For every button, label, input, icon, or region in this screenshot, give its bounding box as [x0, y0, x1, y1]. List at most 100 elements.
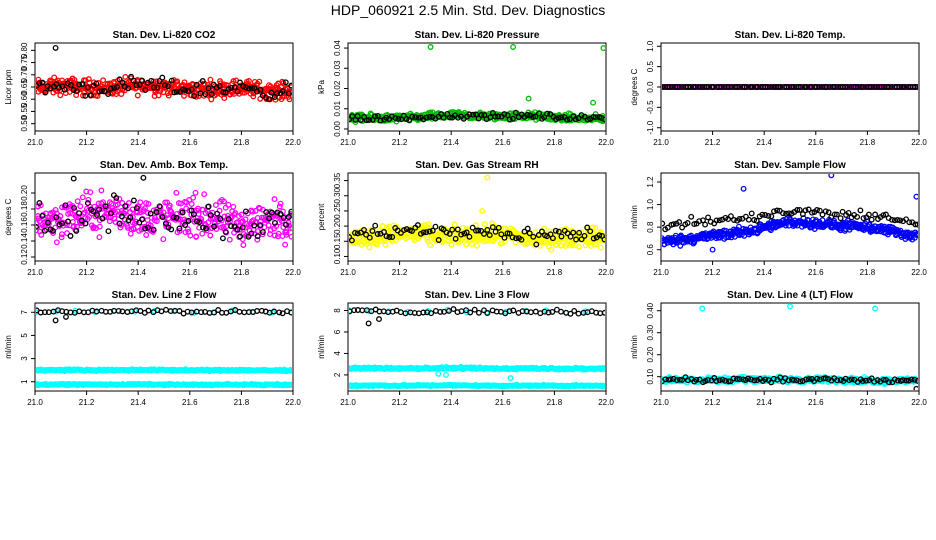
data-point	[903, 216, 910, 223]
data-point	[848, 376, 855, 383]
data-point	[150, 226, 157, 233]
points-line2	[36, 306, 292, 389]
data-point	[90, 92, 97, 99]
x-tick-label: 21.0	[27, 138, 43, 147]
data-point	[156, 203, 163, 210]
x-tick-label: 21.2	[705, 268, 721, 277]
data-point	[168, 226, 175, 233]
data-point	[192, 189, 199, 196]
data-point	[351, 307, 358, 314]
y-tick-label: 0.35	[333, 172, 342, 188]
x-tick-label: 22.0	[285, 398, 301, 407]
data-point	[53, 239, 60, 246]
data-point	[844, 84, 851, 90]
data-point	[70, 175, 77, 182]
data-point	[894, 216, 901, 223]
data-point	[535, 232, 542, 238]
data-point	[71, 366, 78, 373]
data-point	[90, 208, 97, 215]
data-point	[74, 198, 81, 205]
data-point	[231, 84, 238, 91]
chart-title: Stan. Dev. Li-820 Pressure	[415, 30, 540, 41]
data-point	[56, 84, 62, 91]
data-point	[498, 231, 505, 238]
data-point	[108, 210, 114, 217]
data-point	[225, 201, 232, 208]
data-point	[283, 231, 290, 238]
data-point	[590, 235, 597, 242]
data-point	[145, 200, 152, 207]
data-point	[427, 44, 434, 50]
data-point	[823, 84, 830, 90]
data-point	[882, 211, 889, 218]
y-axis-label: ml/min	[630, 205, 639, 229]
data-point	[154, 84, 161, 91]
data-point	[825, 209, 832, 216]
data-point	[141, 205, 148, 212]
points-licortemp	[662, 84, 918, 90]
data-point	[200, 224, 206, 231]
data-point	[203, 225, 209, 232]
data-point	[147, 210, 154, 217]
chart-boxtemp: Stan. Dev. Amb. Box Temp.degrees C21.0 21…	[4, 160, 301, 277]
data-point	[730, 375, 737, 382]
data-point	[450, 306, 457, 313]
data-point	[111, 84, 118, 91]
data-point	[725, 378, 732, 385]
data-point	[899, 377, 906, 384]
data-point	[150, 84, 157, 91]
data-point	[96, 234, 103, 241]
y-tick-label: 0.20	[20, 185, 29, 201]
data-point	[831, 84, 838, 90]
data-point	[443, 371, 449, 378]
data-point	[76, 210, 83, 217]
x-tick-label: 21.6	[495, 138, 511, 147]
data-point	[93, 80, 100, 87]
y-tick-label: 0.03	[333, 60, 342, 76]
data-point	[590, 113, 597, 120]
y-tick-label: 0.70	[20, 66, 29, 82]
y-tick-label: 1	[20, 379, 29, 384]
data-point	[463, 241, 470, 248]
x-tick-label: 22.0	[911, 398, 927, 407]
data-point	[406, 117, 413, 123]
data-point	[196, 219, 203, 226]
data-point	[794, 207, 801, 213]
data-point	[426, 228, 433, 235]
data-point	[880, 212, 887, 219]
data-point	[573, 236, 580, 243]
data-point	[474, 242, 480, 249]
chart-licortemp: Stan. Dev. Li-820 Temp.degrees C21.0 21.2…	[630, 30, 927, 147]
data-point	[597, 244, 604, 251]
data-point	[713, 217, 720, 224]
data-point	[435, 237, 442, 243]
data-point	[118, 213, 125, 220]
data-point	[727, 213, 734, 220]
data-point	[263, 209, 270, 216]
data-point	[217, 215, 224, 222]
data-point	[704, 377, 711, 383]
data-point	[173, 88, 180, 95]
data-point	[751, 217, 758, 223]
data-point	[695, 84, 702, 90]
x-tick-label: 22.0	[911, 138, 927, 147]
data-point	[38, 231, 45, 238]
data-point	[664, 224, 671, 231]
data-point	[423, 229, 430, 236]
data-point	[452, 235, 459, 242]
data-point	[71, 207, 78, 214]
data-point	[495, 113, 501, 120]
data-point	[833, 211, 840, 218]
data-point	[728, 84, 735, 90]
data-point	[174, 78, 181, 85]
data-point	[567, 233, 574, 240]
y-tick-label: 1.0	[646, 40, 655, 52]
data-point	[240, 242, 247, 248]
data-point	[288, 82, 292, 89]
data-point	[440, 114, 447, 121]
data-point	[868, 216, 875, 223]
data-point	[743, 84, 750, 90]
data-point	[785, 210, 792, 217]
